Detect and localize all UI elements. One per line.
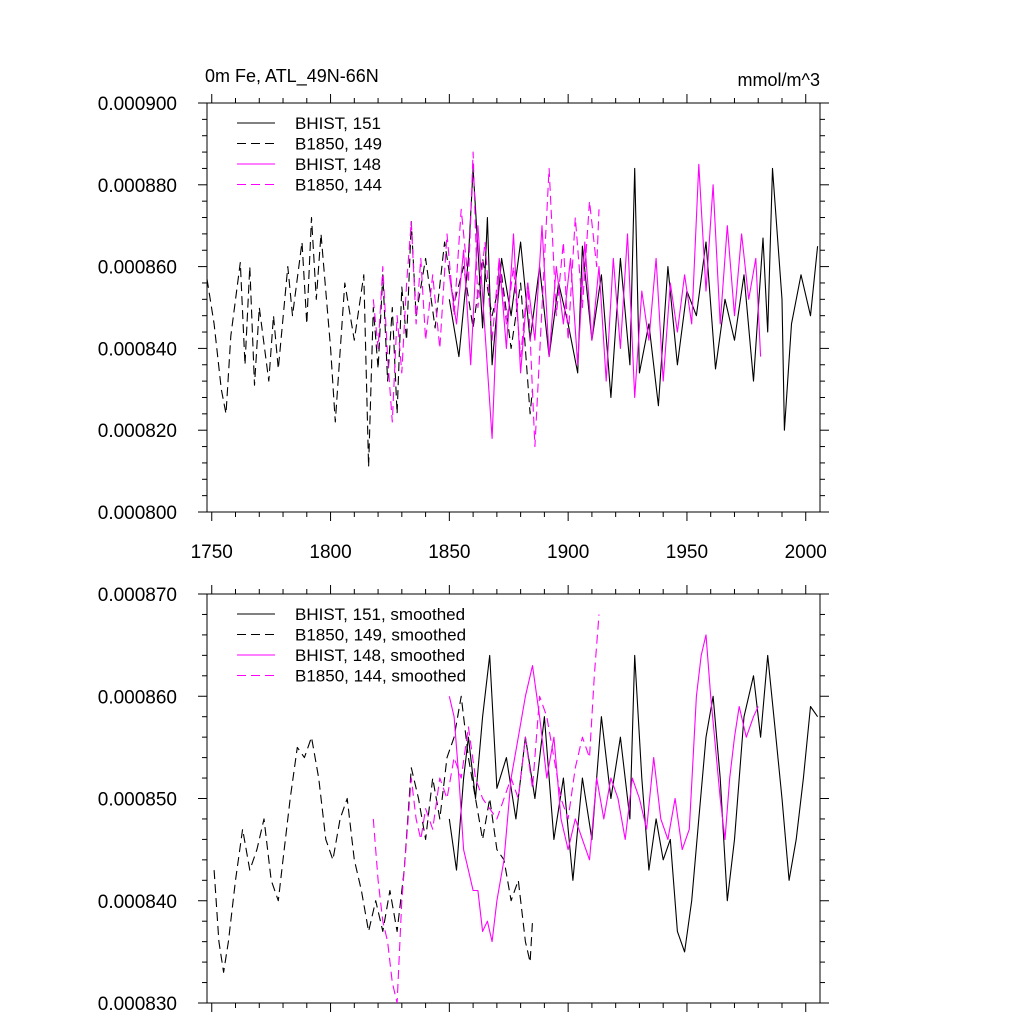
x-tick-label: 2000: [785, 542, 827, 563]
y-tick-label: 0.000840: [98, 892, 177, 913]
legend-label: B1850, 144: [295, 176, 382, 195]
y-tick-label: 0.000850: [98, 790, 177, 811]
y-tick-label: 0.000830: [98, 994, 177, 1015]
series-line-b1850-144-smoothed: [372, 614, 600, 1003]
x-tick-label: 1900: [547, 542, 589, 563]
legend-label: B1850, 144, smoothed: [295, 667, 466, 686]
y-tick-label: 0.000840: [98, 339, 177, 360]
series-line-b1850-144: [372, 151, 600, 448]
y-tick-label: 0.000870: [98, 585, 177, 606]
top-panel: 1750 1800 1850 1900 1950 2000 0.000800 0.000820…: [98, 94, 829, 563]
legend-label: BHIST, 151, smoothed: [295, 605, 465, 624]
series-line-bhist-151-smoothed: [448, 654, 819, 953]
x-tick-label: 1750: [191, 542, 233, 563]
series-layer: [213, 614, 819, 1003]
y-tick-label: 0.000860: [98, 258, 177, 279]
y-tick-label: 0.000860: [98, 687, 177, 708]
series-line-b1850-149: [207, 216, 534, 468]
x-tick-label: 1800: [309, 542, 351, 563]
legend-label: BHIST, 151: [295, 114, 381, 133]
y-tick-label: 0.000800: [98, 503, 177, 524]
chart-units: mmol/m^3: [738, 70, 820, 90]
series-line-bhist-148: [448, 163, 762, 439]
chart-title: 0m Fe, ATL_49N-66N: [205, 66, 379, 87]
plot-frame: [206, 102, 821, 513]
y-tick-label: 0.000900: [98, 94, 177, 115]
legend-label: BHIST, 148, smoothed: [295, 646, 465, 665]
legend-label: B1850, 149, smoothed: [295, 626, 466, 645]
x-tick-label: 1950: [666, 542, 708, 563]
series-line-bhist-148-smoothed: [448, 634, 759, 943]
series-line-b1850-149-smoothed: [213, 695, 534, 973]
series-line-bhist-151: [448, 167, 819, 431]
y-tick-label: 0.000820: [98, 421, 177, 442]
legend-label: BHIST, 148: [295, 155, 381, 174]
bottom-panel: 0.000830 0.000840 0.000850 0.000860 0.000870…: [98, 585, 829, 1015]
series-layer: [207, 151, 819, 468]
x-tick-label: 1850: [428, 542, 470, 563]
y-tick-label: 0.000880: [98, 176, 177, 197]
legend-label: B1850, 149: [295, 135, 382, 154]
